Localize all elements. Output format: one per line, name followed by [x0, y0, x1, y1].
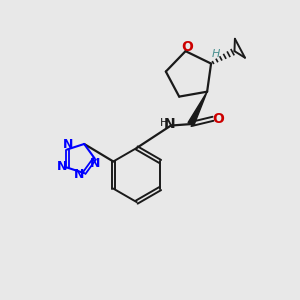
Text: H: H	[212, 49, 220, 59]
Text: O: O	[181, 40, 193, 54]
Polygon shape	[188, 92, 207, 125]
Text: N: N	[62, 138, 73, 151]
Text: N: N	[90, 157, 101, 170]
Text: N: N	[164, 117, 175, 131]
Text: N: N	[57, 160, 67, 172]
Text: O: O	[212, 112, 224, 126]
Text: H: H	[160, 118, 169, 128]
Text: N: N	[74, 168, 84, 181]
